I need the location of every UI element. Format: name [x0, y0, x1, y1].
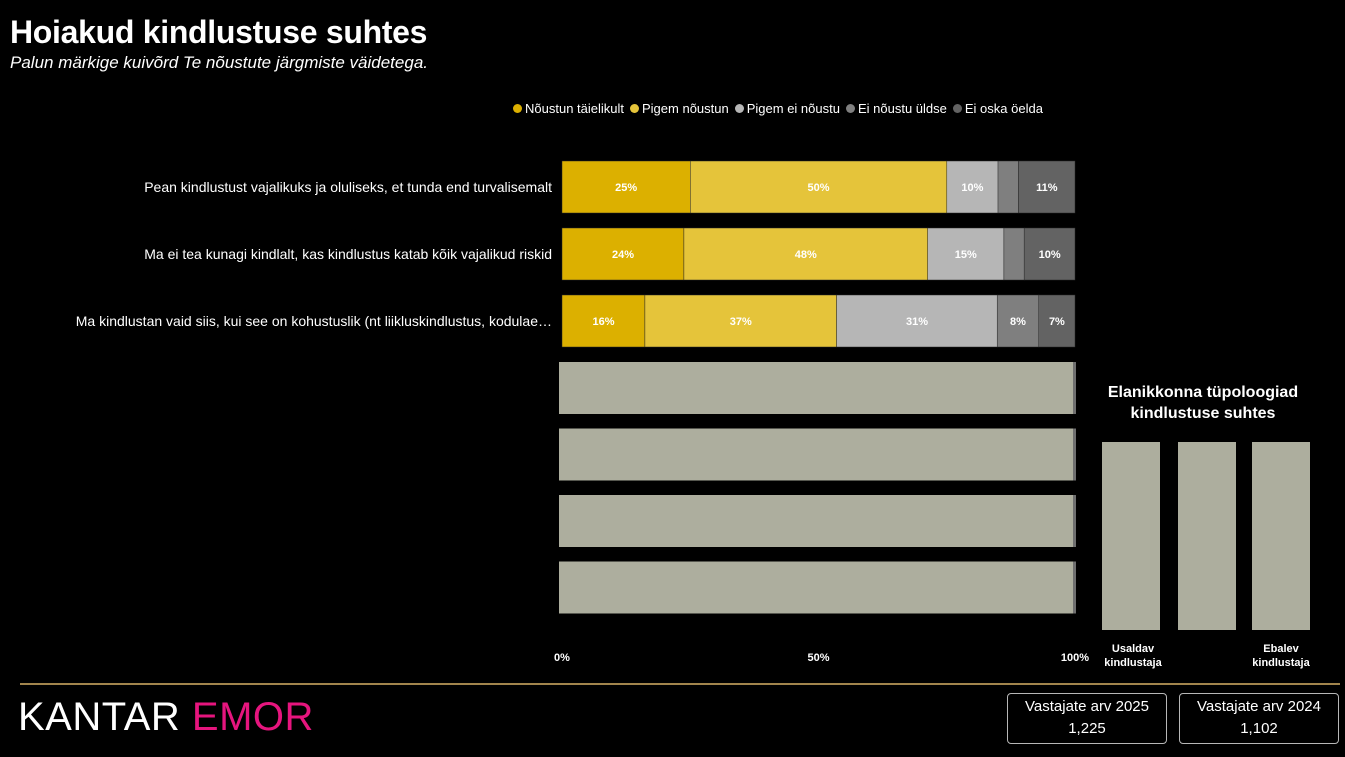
page-subtitle: Palun märkige kuivõrd Te nõustute järgmi… — [10, 53, 428, 72]
typology-label-line2: kindlustaja — [1252, 657, 1310, 669]
page-title: Hoiakud kindlustuse suhtes — [10, 14, 428, 50]
data-label: 48% — [795, 249, 817, 261]
typology-placeholder-bar — [1252, 442, 1310, 630]
placeholder-bar — [559, 561, 1073, 614]
bar-segment — [561, 227, 685, 281]
category-label: Pean kindlustust vajalikuks ja oluliseks… — [144, 179, 552, 195]
placeholder-bar — [559, 495, 1073, 547]
legend-label: Ei oska öelda — [964, 101, 1043, 116]
x-tick-label: 0% — [554, 652, 570, 664]
bar-segment — [1018, 160, 1076, 214]
bar-segment — [1038, 294, 1076, 348]
category-label: Ma ei tea kunagi kindlalt, kas kindlustu… — [144, 246, 552, 262]
typology-label-line1: Usaldav — [1111, 643, 1155, 655]
placeholder-bar — [559, 428, 1073, 481]
data-label: 16% — [592, 316, 614, 328]
data-label: 7% — [1049, 316, 1065, 328]
typology-label-hesitant: Ebalev kindlustaja — [1246, 642, 1316, 670]
data-label: 24% — [612, 249, 634, 261]
legend-label: Pigem nõustun — [642, 101, 729, 116]
bar-segment — [644, 294, 837, 348]
legend-label: Pigem ei nõustu — [746, 101, 840, 116]
respondents-2024-card: Vastajate arv 2024 1,102 — [1179, 693, 1339, 744]
respondents-2024-label: Vastajate arv 2024 — [1197, 698, 1321, 715]
data-label: 10% — [1039, 249, 1061, 261]
bar-segment — [561, 160, 691, 214]
data-label: 11% — [1036, 182, 1058, 194]
typology-title-line2: kindlustuse suhtes — [1130, 405, 1276, 422]
typology-title-line1: Elanikkonna tüpoloogiad — [1107, 384, 1299, 401]
bar-segment — [1023, 227, 1076, 281]
respondents-2025-card: Vastajate arv 2025 1,225 — [1007, 693, 1167, 744]
chart-legend: Nõustun täielikult Pigem nõustun Pigem e… — [513, 101, 1043, 116]
typology-label-trusting: Usaldav kindlustaja — [1098, 642, 1168, 670]
bar-segment — [690, 160, 948, 214]
typology-placeholder-bar — [1178, 442, 1236, 630]
respondents-2025-label: Vastajate arv 2025 — [1025, 698, 1149, 715]
legend-label: Ei nõustu üldse — [857, 101, 947, 116]
bar-segment — [836, 294, 998, 348]
category-label: Ma kindlustan vaid siis, kui see on kohu… — [76, 313, 552, 329]
legend-label: Nõustun täielikult — [525, 101, 624, 116]
bar-segment — [946, 160, 999, 214]
placeholder-bar-edge — [1073, 561, 1076, 614]
typology-placeholder-bar — [1102, 442, 1160, 630]
placeholder-bar-edge — [1073, 428, 1076, 481]
legend-item-disagree[interactable]: Ei nõustu üldse — [845, 101, 947, 116]
data-label: 15% — [955, 249, 977, 261]
legend-dot-icon — [513, 104, 522, 113]
legend-dot-icon — [630, 104, 639, 113]
x-tick-label: 50% — [807, 652, 829, 664]
placeholder-bar — [559, 362, 1073, 414]
data-label: 31% — [906, 316, 928, 328]
respondents-2025-value: 1,225 — [1068, 720, 1106, 737]
typology-panel-title: Elanikkonna tüpoloogiad kindlustuse suht… — [1086, 382, 1320, 424]
data-label: 25% — [615, 182, 637, 194]
placeholder-bar-edge — [1073, 362, 1076, 414]
legend-item-dont-know[interactable]: Ei oska öelda — [952, 101, 1043, 116]
legend-dot-icon — [734, 104, 744, 113]
bar-segment — [927, 227, 1005, 281]
typology-label-line1: Ebalev — [1263, 643, 1299, 655]
bar-segment — [561, 294, 646, 348]
placeholder-bar-edge — [1073, 495, 1076, 547]
bar-segment — [683, 227, 928, 281]
bar-segment — [997, 294, 1040, 348]
legend-dot-icon — [845, 104, 855, 113]
bar-segment — [997, 160, 1019, 214]
typology-label-line2: kindlustaja — [1104, 657, 1162, 669]
data-label: 8% — [1010, 316, 1026, 328]
data-label: 10% — [961, 182, 983, 194]
data-label: 50% — [807, 182, 829, 194]
legend-item-rather-agree[interactable]: Pigem nõustun — [630, 101, 729, 116]
logo-emor: EMOR — [191, 695, 314, 739]
legend-dot-icon — [952, 104, 962, 113]
logo-kantar: KANTAR — [18, 695, 181, 739]
data-label: 37% — [730, 316, 752, 328]
legend-item-fully-agree[interactable]: Nõustun täielikult — [513, 101, 624, 116]
bar-segment — [1003, 227, 1025, 281]
x-tick-label: 100% — [1061, 652, 1089, 664]
footer-divider — [20, 683, 1340, 685]
legend-item-rather-disagree[interactable]: Pigem ei nõustu — [734, 101, 840, 116]
kantar-emor-logo: KANTAR EMOR — [18, 695, 314, 740]
respondents-2024-value: 1,102 — [1240, 720, 1278, 737]
stacked-bar-chart: Pean kindlustust vajalikuks ja oluliseks… — [76, 160, 1310, 664]
